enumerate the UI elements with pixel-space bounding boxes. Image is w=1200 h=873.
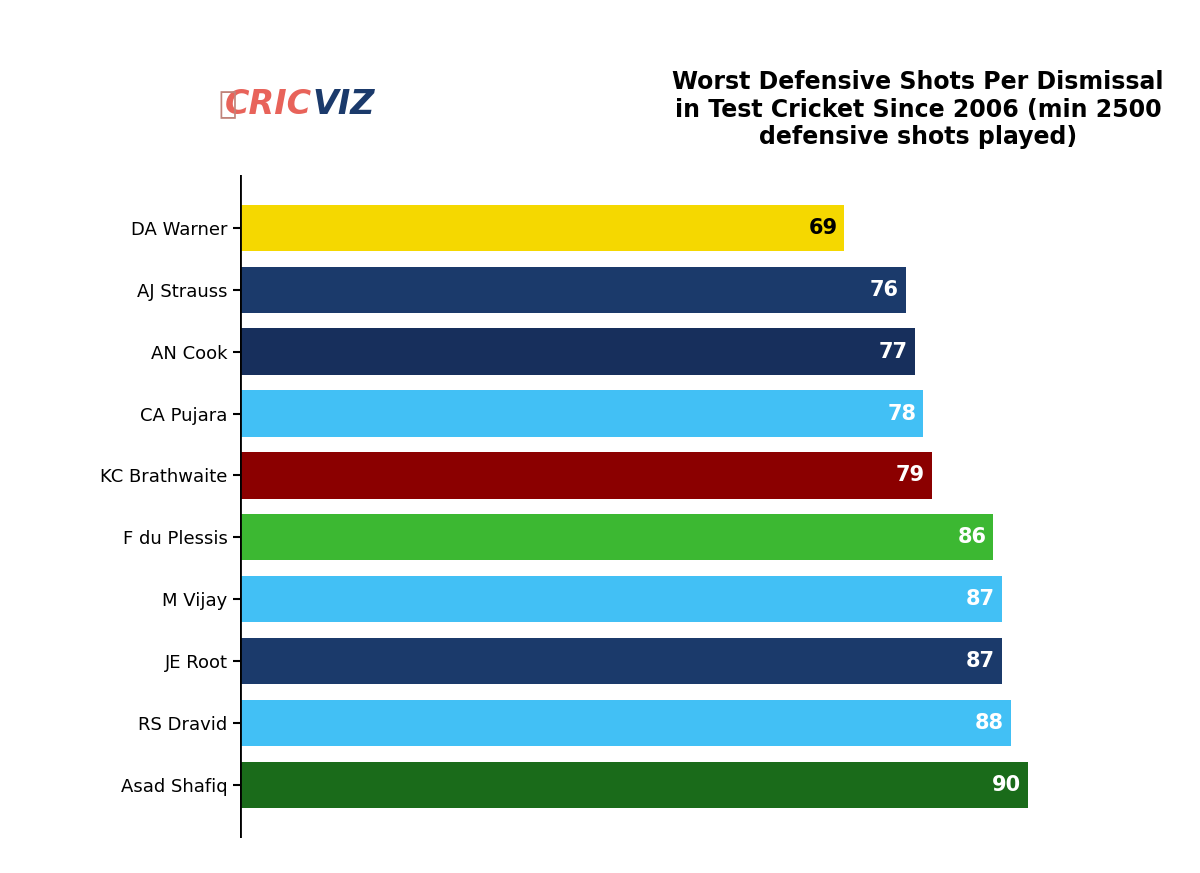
Bar: [240, 328, 914, 375]
Bar: [240, 576, 1002, 622]
Bar: [240, 266, 906, 313]
Text: 86: 86: [958, 527, 986, 547]
Bar: [240, 452, 932, 498]
Text: 88: 88: [974, 713, 1004, 732]
Text: 69: 69: [809, 218, 838, 238]
Bar: [240, 699, 1010, 746]
Text: 77: 77: [878, 341, 907, 361]
Bar: [240, 638, 1002, 684]
Text: 87: 87: [966, 589, 995, 609]
Text: VIZ: VIZ: [312, 88, 374, 121]
Text: 76: 76: [870, 280, 899, 299]
Text: 78: 78: [887, 403, 917, 423]
Text: Worst Defensive Shots Per Dismissal
in Test Cricket Since 2006 (min 2500
defensi: Worst Defensive Shots Per Dismissal in T…: [672, 70, 1164, 149]
Bar: [240, 514, 994, 560]
Text: 87: 87: [966, 651, 995, 671]
Text: CRIC: CRIC: [224, 88, 312, 121]
Text: 90: 90: [992, 774, 1021, 794]
Text: 79: 79: [896, 465, 925, 485]
Bar: [240, 761, 1028, 808]
Text: ⚾: ⚾: [218, 90, 238, 120]
Bar: [240, 205, 845, 251]
Bar: [240, 390, 923, 436]
